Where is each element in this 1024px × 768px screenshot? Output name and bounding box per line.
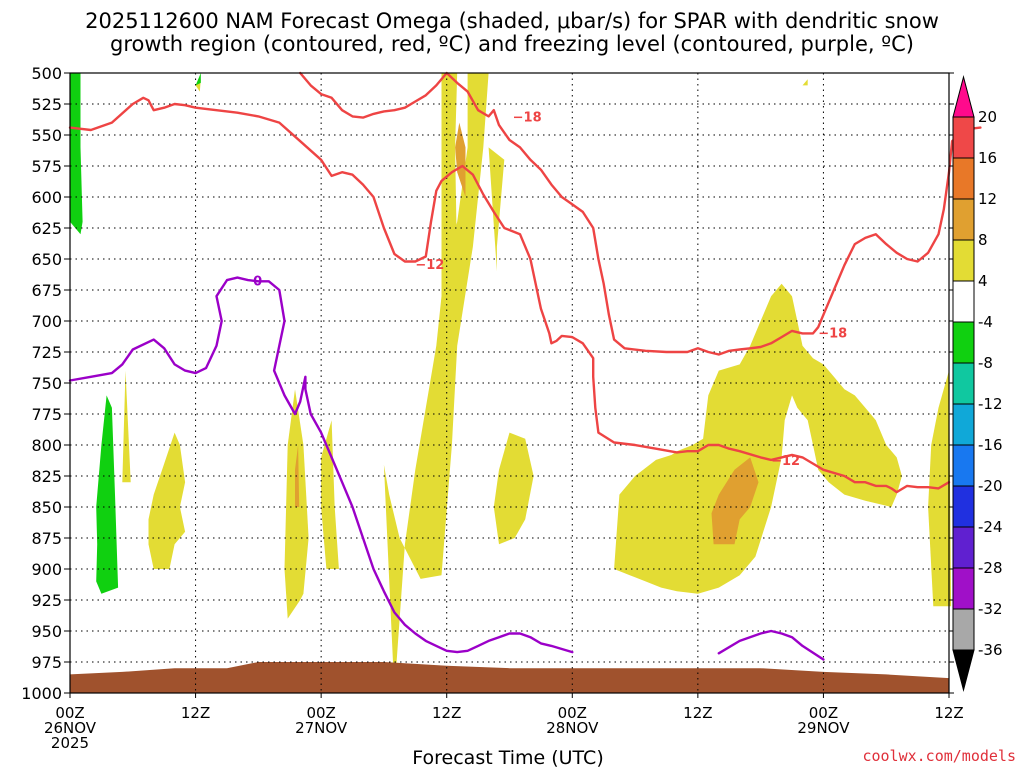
y-tick-label-725: 725 [31,343,62,362]
contour-line-7 [717,629,825,661]
x-tick-time-3: 12Z [432,704,461,722]
contour-label-1: −12 [415,258,444,273]
contour-label-4: 0 [253,274,262,289]
colorbar-box-1 [952,116,975,159]
colorbar-label-9: -20 [978,477,1003,495]
omega-fill-s3-p0 [70,662,949,693]
y-tick-label-900: 900 [31,560,62,579]
colorbar-bottom-triangle [952,649,975,692]
colorbar-label-7: -12 [978,395,1003,413]
chart-title: 2025112600 NAM Forecast Omega (shaded, μ… [85,9,939,56]
omega-fill-s1-p1 [711,457,759,545]
contour-label-3: −12 [771,454,800,469]
y-axis-ticks: 500 525 550 575 600 625 650 675 700 725 750 775 800 8… [21,64,954,703]
y-tick-label-500: 500 [31,64,62,83]
colorbar-label-1: 16 [978,149,997,167]
omega-fill-s0-p2 [488,147,505,272]
x-tick-time-2: 00Z [306,704,335,722]
x-tick-time-7: 12Z [934,704,963,722]
colorbar-box-7 [952,362,975,405]
x-tick-time-5: 12Z [683,704,712,722]
y-tick-label-600: 600 [31,188,62,207]
omega-fill-s2-p0 [70,73,83,235]
colorbar-label-6: -8 [978,354,993,372]
title-line-2: growth region (contoured, red, ºC) and f… [110,32,914,56]
omega-fill-s0-p1 [441,73,458,334]
y-tick-label-575: 575 [31,157,62,176]
x-axis-label: Forecast Time (UTC) [412,747,603,768]
contour-label-0: −18 [513,111,542,126]
y-tick-label-850: 850 [31,498,62,517]
y-tick-label-975: 975 [31,653,62,672]
contour-lines [68,71,982,661]
colorbar-box-13 [952,608,975,651]
omega-fill-s0-p0 [383,73,489,693]
x-tick-year-0: 2025 [51,734,89,752]
x-tick-date-4: 28NOV [546,719,599,737]
omega-fill-s2-p2 [195,73,201,86]
y-tick-label-650: 650 [31,250,62,269]
colorbar-label-13: -36 [978,641,1003,659]
colorbar-label-10: -24 [978,518,1003,536]
omega-fill-s0-p4 [493,432,534,545]
omega-fill-s0-p11 [802,79,808,86]
y-tick-label-1000: 1000 [21,684,62,703]
credit-watermark: coolwx.com/models [862,747,1016,765]
colorbar-label-5: -4 [978,313,993,331]
x-tick-time-1: 12Z [181,704,210,722]
x-tick-time-6: 00Z [809,704,838,722]
y-tick-label-550: 550 [31,126,62,145]
contour-line-5 [299,71,982,356]
y-tick-label-775: 775 [31,405,62,424]
omega-fill-s0-p3 [614,283,902,594]
colorbar-box-9 [952,444,975,487]
omega-fill-s1-p2 [295,445,300,507]
colorbar-top-triangle [952,75,975,118]
colorbar-box-12 [952,567,975,610]
contour-labels: −18 −12 −18 −12 0 [253,111,847,469]
colorbar-label-3: 8 [978,231,988,249]
y-tick-label-825: 825 [31,467,62,486]
y-tick-label-925: 925 [31,591,62,610]
y-tick-label-525: 525 [31,95,62,114]
contour-line-6 [68,276,574,654]
colorbar-label-12: -32 [978,600,1003,618]
y-tick-label-950: 950 [31,622,62,641]
colorbar-label-11: -28 [978,559,1003,577]
omega-fill-s0-p8 [122,370,131,483]
colorbar-box-3 [952,198,975,241]
colorbar-box-8 [952,403,975,446]
colorbar-box-11 [952,526,975,569]
x-tick-time-4: 00Z [558,704,587,722]
colorbar-box-2 [952,157,975,200]
y-tick-label-700: 700 [31,312,62,331]
colorbar-label-4: 4 [978,272,988,290]
title-line-1: 2025112600 NAM Forecast Omega (shaded, μ… [85,9,939,33]
colorbar-label-8: -16 [978,436,1003,454]
y-tick-label-625: 625 [31,219,62,238]
colorbar-box-5 [952,280,975,323]
omega-fill-s2-p1 [96,395,119,594]
y-tick-label-750: 750 [31,374,62,393]
colorbar-label-0: 20 [978,108,997,126]
x-tick-date-6: 29NOV [797,719,850,737]
colorbar-box-10 [952,485,975,528]
x-tick-date-0: 26NOV [44,719,97,737]
colorbar-label-2: 12 [978,190,997,208]
y-tick-label-800: 800 [31,436,62,455]
colorbar-box-6 [952,321,975,364]
contour-line-4 [68,96,951,494]
y-tick-label-875: 875 [31,529,62,548]
x-tick-date-2: 27NOV [295,719,348,737]
contour-label-2: −18 [818,326,847,341]
colorbar-box-4 [952,239,975,282]
x-tick-time-0: 00Z [55,704,84,722]
omega-fill-s0-p5 [148,432,186,569]
colorbar: 20 16 12 8 4 -4 -8 -12 -16 -20 -24 -28 -32 -36 [952,75,1003,692]
omega-fill-s1-p0 [455,122,466,197]
y-tick-label-675: 675 [31,281,62,300]
omega-fill-s0-p7 [321,420,339,569]
